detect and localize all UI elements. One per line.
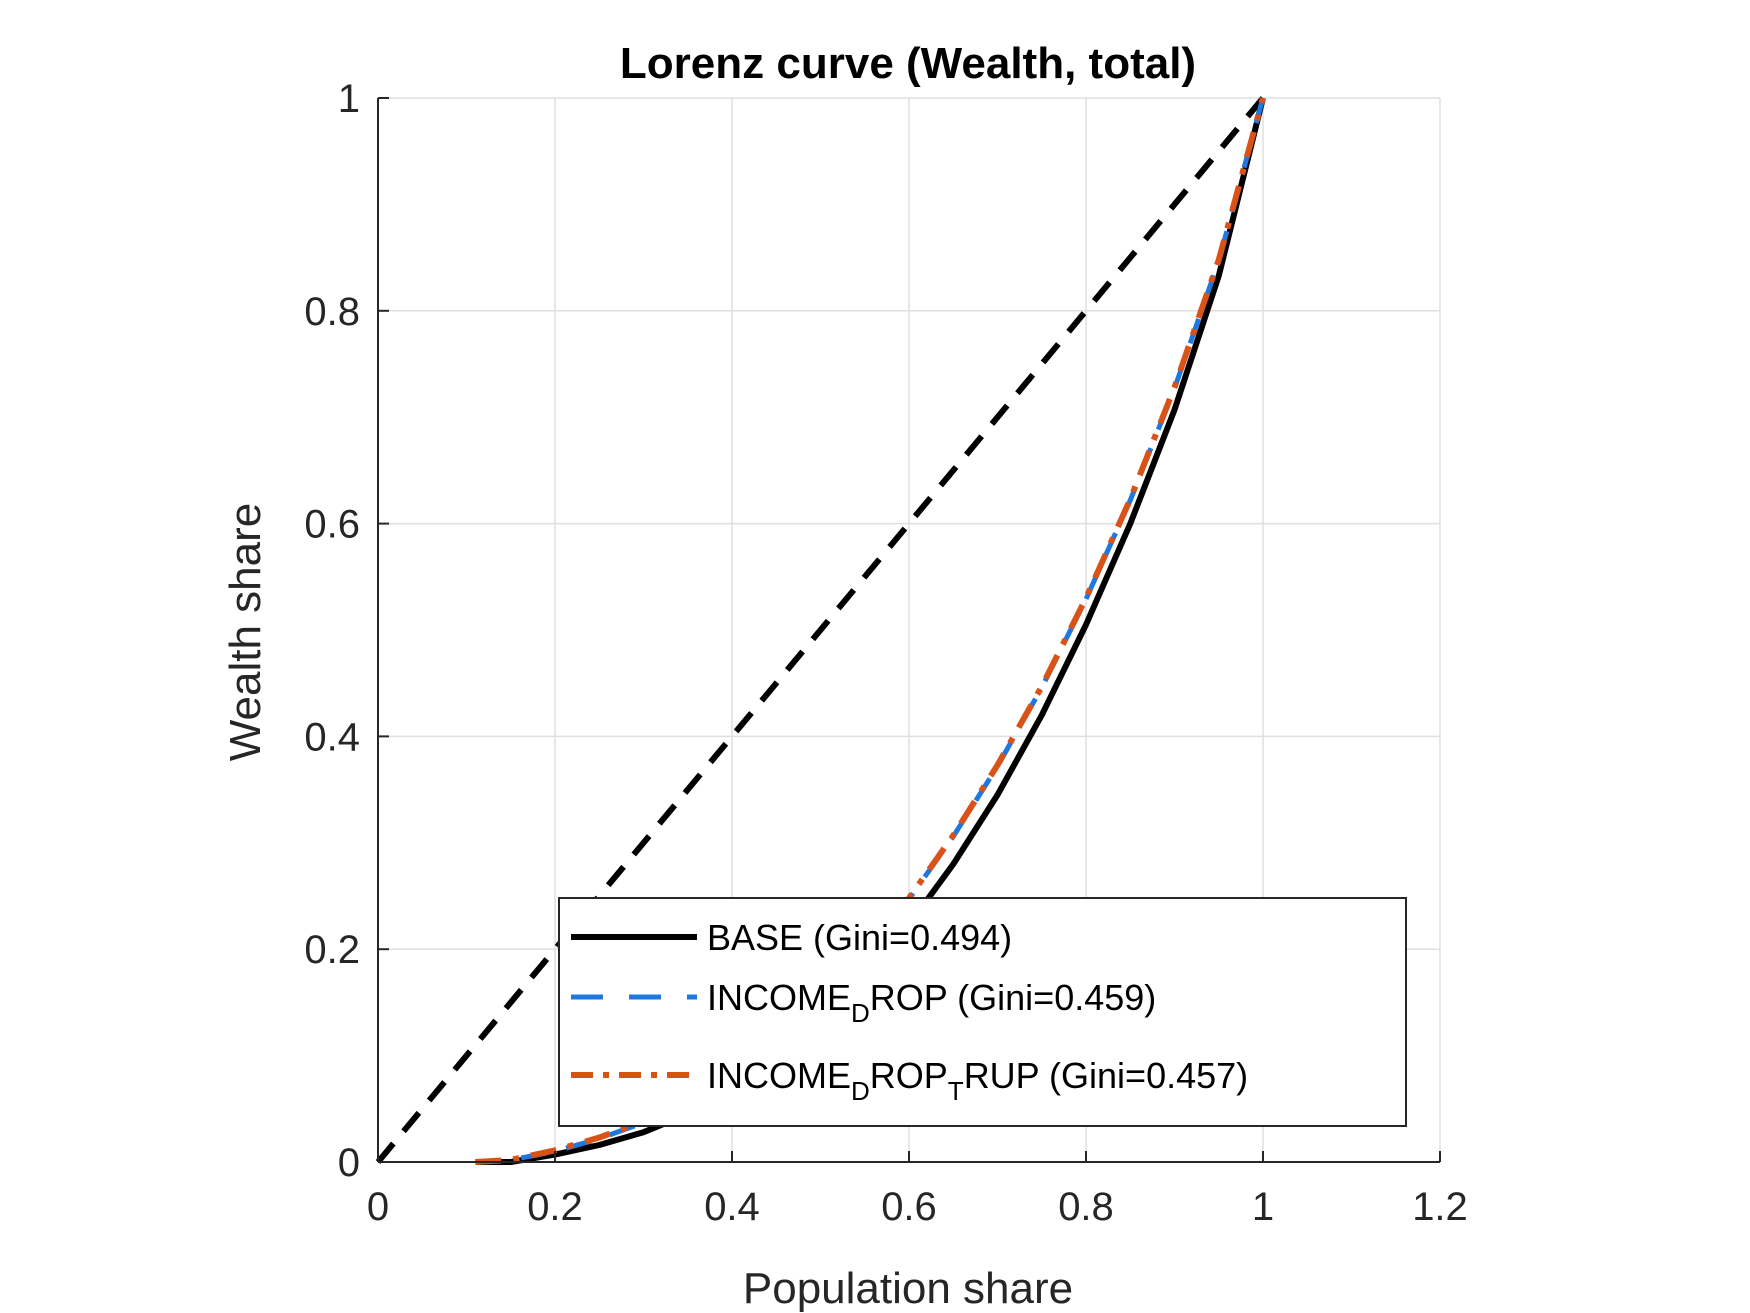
equality-line — [375, 96, 1266, 1164]
legend-box — [558, 897, 1407, 1127]
y-tick-label: 0.6 — [304, 503, 360, 547]
legend-entry-3: INCOMEDROPTRUP (Gini=0.457) — [707, 1055, 1248, 1106]
x-tick-label: 1 — [1252, 1185, 1274, 1229]
x-tick-label: 0.6 — [881, 1185, 937, 1229]
x-tick-label: 0.2 — [527, 1185, 583, 1229]
x-axis-label: Population share — [743, 1264, 1073, 1313]
y-tick-label: 0.4 — [304, 715, 360, 759]
series-line-2 — [475, 97, 1266, 1165]
axes: 0 0.2 0.4 0.6 0.8 1 1.2 0 0.2 0.4 0.6 0.8 1 — [304, 77, 1467, 1229]
x-tick-label: 0.4 — [704, 1185, 760, 1229]
x-tick-label: 1.2 — [1412, 1185, 1468, 1229]
y-tick-label: 1 — [338, 77, 360, 121]
legend: BASE (Gini=0.494) INCOMEDROP (Gini=0.459)… — [558, 897, 1407, 1127]
y-tick-label: 0.2 — [304, 928, 360, 972]
y-tick-label: 0.8 — [304, 290, 360, 334]
y-axis-label: Wealth share — [221, 503, 270, 761]
x-tick-label: 0 — [367, 1185, 389, 1229]
legend-entry-2: INCOMEDROP (Gini=0.459) — [707, 977, 1156, 1028]
x-tick-label: 0.8 — [1058, 1185, 1114, 1229]
chart-title: Lorenz curve (Wealth, total) — [620, 39, 1196, 88]
y-tick-label: 0 — [338, 1141, 360, 1185]
legend-entry-1: BASE (Gini=0.494) — [707, 917, 1012, 958]
